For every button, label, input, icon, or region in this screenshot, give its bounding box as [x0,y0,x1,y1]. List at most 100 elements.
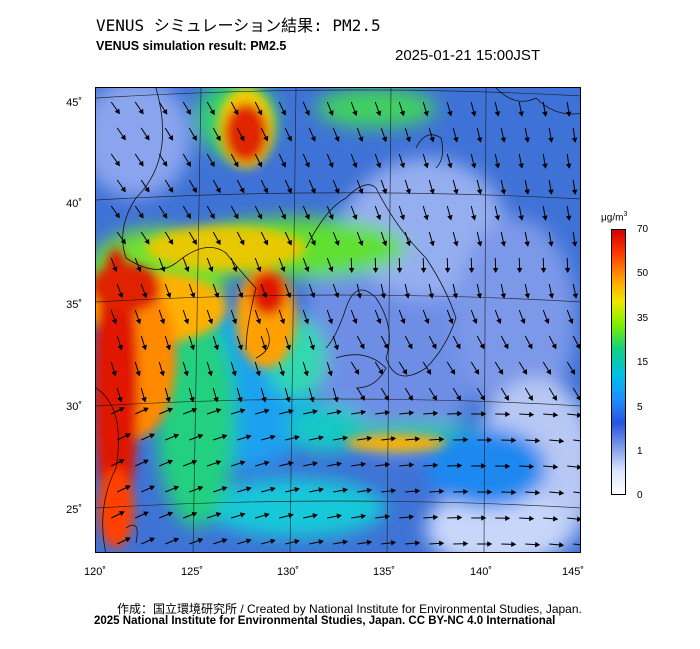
wind-arrow-head [500,241,507,247]
wind-arrow-head [328,162,334,168]
wind-arrow-head [426,369,432,375]
wind-arrow-head [231,370,237,377]
wind-arrow-head [352,318,358,325]
wind-arrow-head [524,241,530,247]
wind-arrow-head [288,460,294,467]
wind-arrow-head [535,489,541,496]
wind-arrow-head [360,409,367,416]
wind-arrow-head [334,240,340,246]
wind-arrow-head [261,344,267,351]
wind-arrow-head [294,538,300,545]
colorbar-tick-5: 5 [637,402,643,413]
wind-arrow-head [333,344,339,351]
wind-arrow-head [432,395,437,401]
wind-arrow-head [183,370,189,377]
wind-arrow-head [420,267,427,274]
wind-arrow-head [256,266,262,273]
wind-arrow-head [286,135,292,142]
wind-arrow-head [380,293,386,299]
wind-arrow-head [399,162,405,169]
wind-arrow-head [215,239,221,246]
lon-label-135: 135˚ [372,566,396,578]
wind-arrow-head [520,318,526,325]
wind-arrow-head [294,486,300,493]
wind-arrow-head [159,318,166,325]
lat-label-25: 25˚ [66,504,82,516]
wind-arrow-head [558,438,565,444]
wind-arrow-head [207,318,214,325]
wind-arrow-head [263,187,269,194]
wind-arrow-head [476,137,483,143]
lat-label-40: 40˚ [66,198,82,210]
wind-arrow-head [396,267,403,274]
wind-arrow-head [149,433,155,439]
wind-arrow-head [280,109,286,116]
wind-arrow-head [558,542,565,548]
wind-arrow-head [239,512,246,518]
wind-arrow-head [318,435,324,441]
wind-arrow-head [245,538,252,544]
wind-arrow-head [390,436,397,442]
wind-arrow-head [529,463,535,470]
wind-arrow-head [261,396,267,403]
wind-arrow-head [399,110,405,117]
wind-arrow-head [542,111,548,117]
wind-arrow-head [342,487,349,493]
wind-arrow-head [565,111,572,117]
wind-arrow-head [336,513,343,519]
wind-arrow-head [233,213,239,220]
wind-arrow-head [544,318,550,325]
colorbar-tick-35: 35 [637,313,649,324]
wind-arrow-head [215,408,222,414]
wind-arrow-head [270,538,276,545]
wind-arrow-head [518,111,524,117]
wind-arrow-head [518,163,524,169]
wind-arrow-head [120,186,126,193]
wind-arrow-head [408,395,413,401]
wind-arrow-head [239,460,246,466]
wind-arrow-head [304,110,310,116]
wind-arrow-head [575,343,580,350]
wind-arrow-head [112,266,118,273]
wind-arrow-head [262,292,268,299]
wind-arrow-head [535,437,541,444]
wind-arrow-head [280,213,286,220]
wind-arrow-head [288,408,294,415]
wind-arrow-head [237,396,243,403]
colorbar-tick-15: 15 [637,357,649,368]
wind-arrow-head [114,108,120,115]
wind-arrow-head [571,189,578,195]
credit-line-license: 2025 National Institute for Environmenta… [94,615,556,627]
wind-arrow-head [571,137,578,143]
wind-arrow-head [162,212,168,219]
wind-arrow-head [327,318,334,325]
wind-arrow-head [414,540,421,546]
wind-arrow-head [424,318,430,325]
wind-arrow-head [447,110,453,117]
wind-arrow-head [239,187,245,194]
wind-arrow-head [143,511,149,517]
wind-arrow-head [233,161,239,168]
wind-arrow-head [221,538,228,544]
wind-arrow-head [111,318,118,325]
wind-arrow-head [496,318,502,325]
wind-arrow-head [572,293,578,299]
wind-arrow-head [381,136,388,143]
wind-arrow-head [117,344,123,351]
wind-arrow-head [312,409,318,415]
wind-arrow-head [125,485,131,491]
lat-label-30: 30˚ [66,401,82,413]
wind-arrow-head [304,162,310,168]
wind-arrow-head [381,188,388,195]
wind-arrow-head [189,344,195,351]
wind-arrow-head [480,395,485,401]
wind-arrow-head [264,408,270,414]
wind-arrow-head [294,434,300,441]
wind-arrow-head [552,395,557,401]
wind-arrow-head [552,412,559,418]
wind-arrow-head [167,407,174,413]
wind-arrow-head [470,163,477,169]
wind-arrow-head [456,395,461,401]
wind-arrow-head [304,266,310,273]
wind-arrow-head [312,513,318,519]
